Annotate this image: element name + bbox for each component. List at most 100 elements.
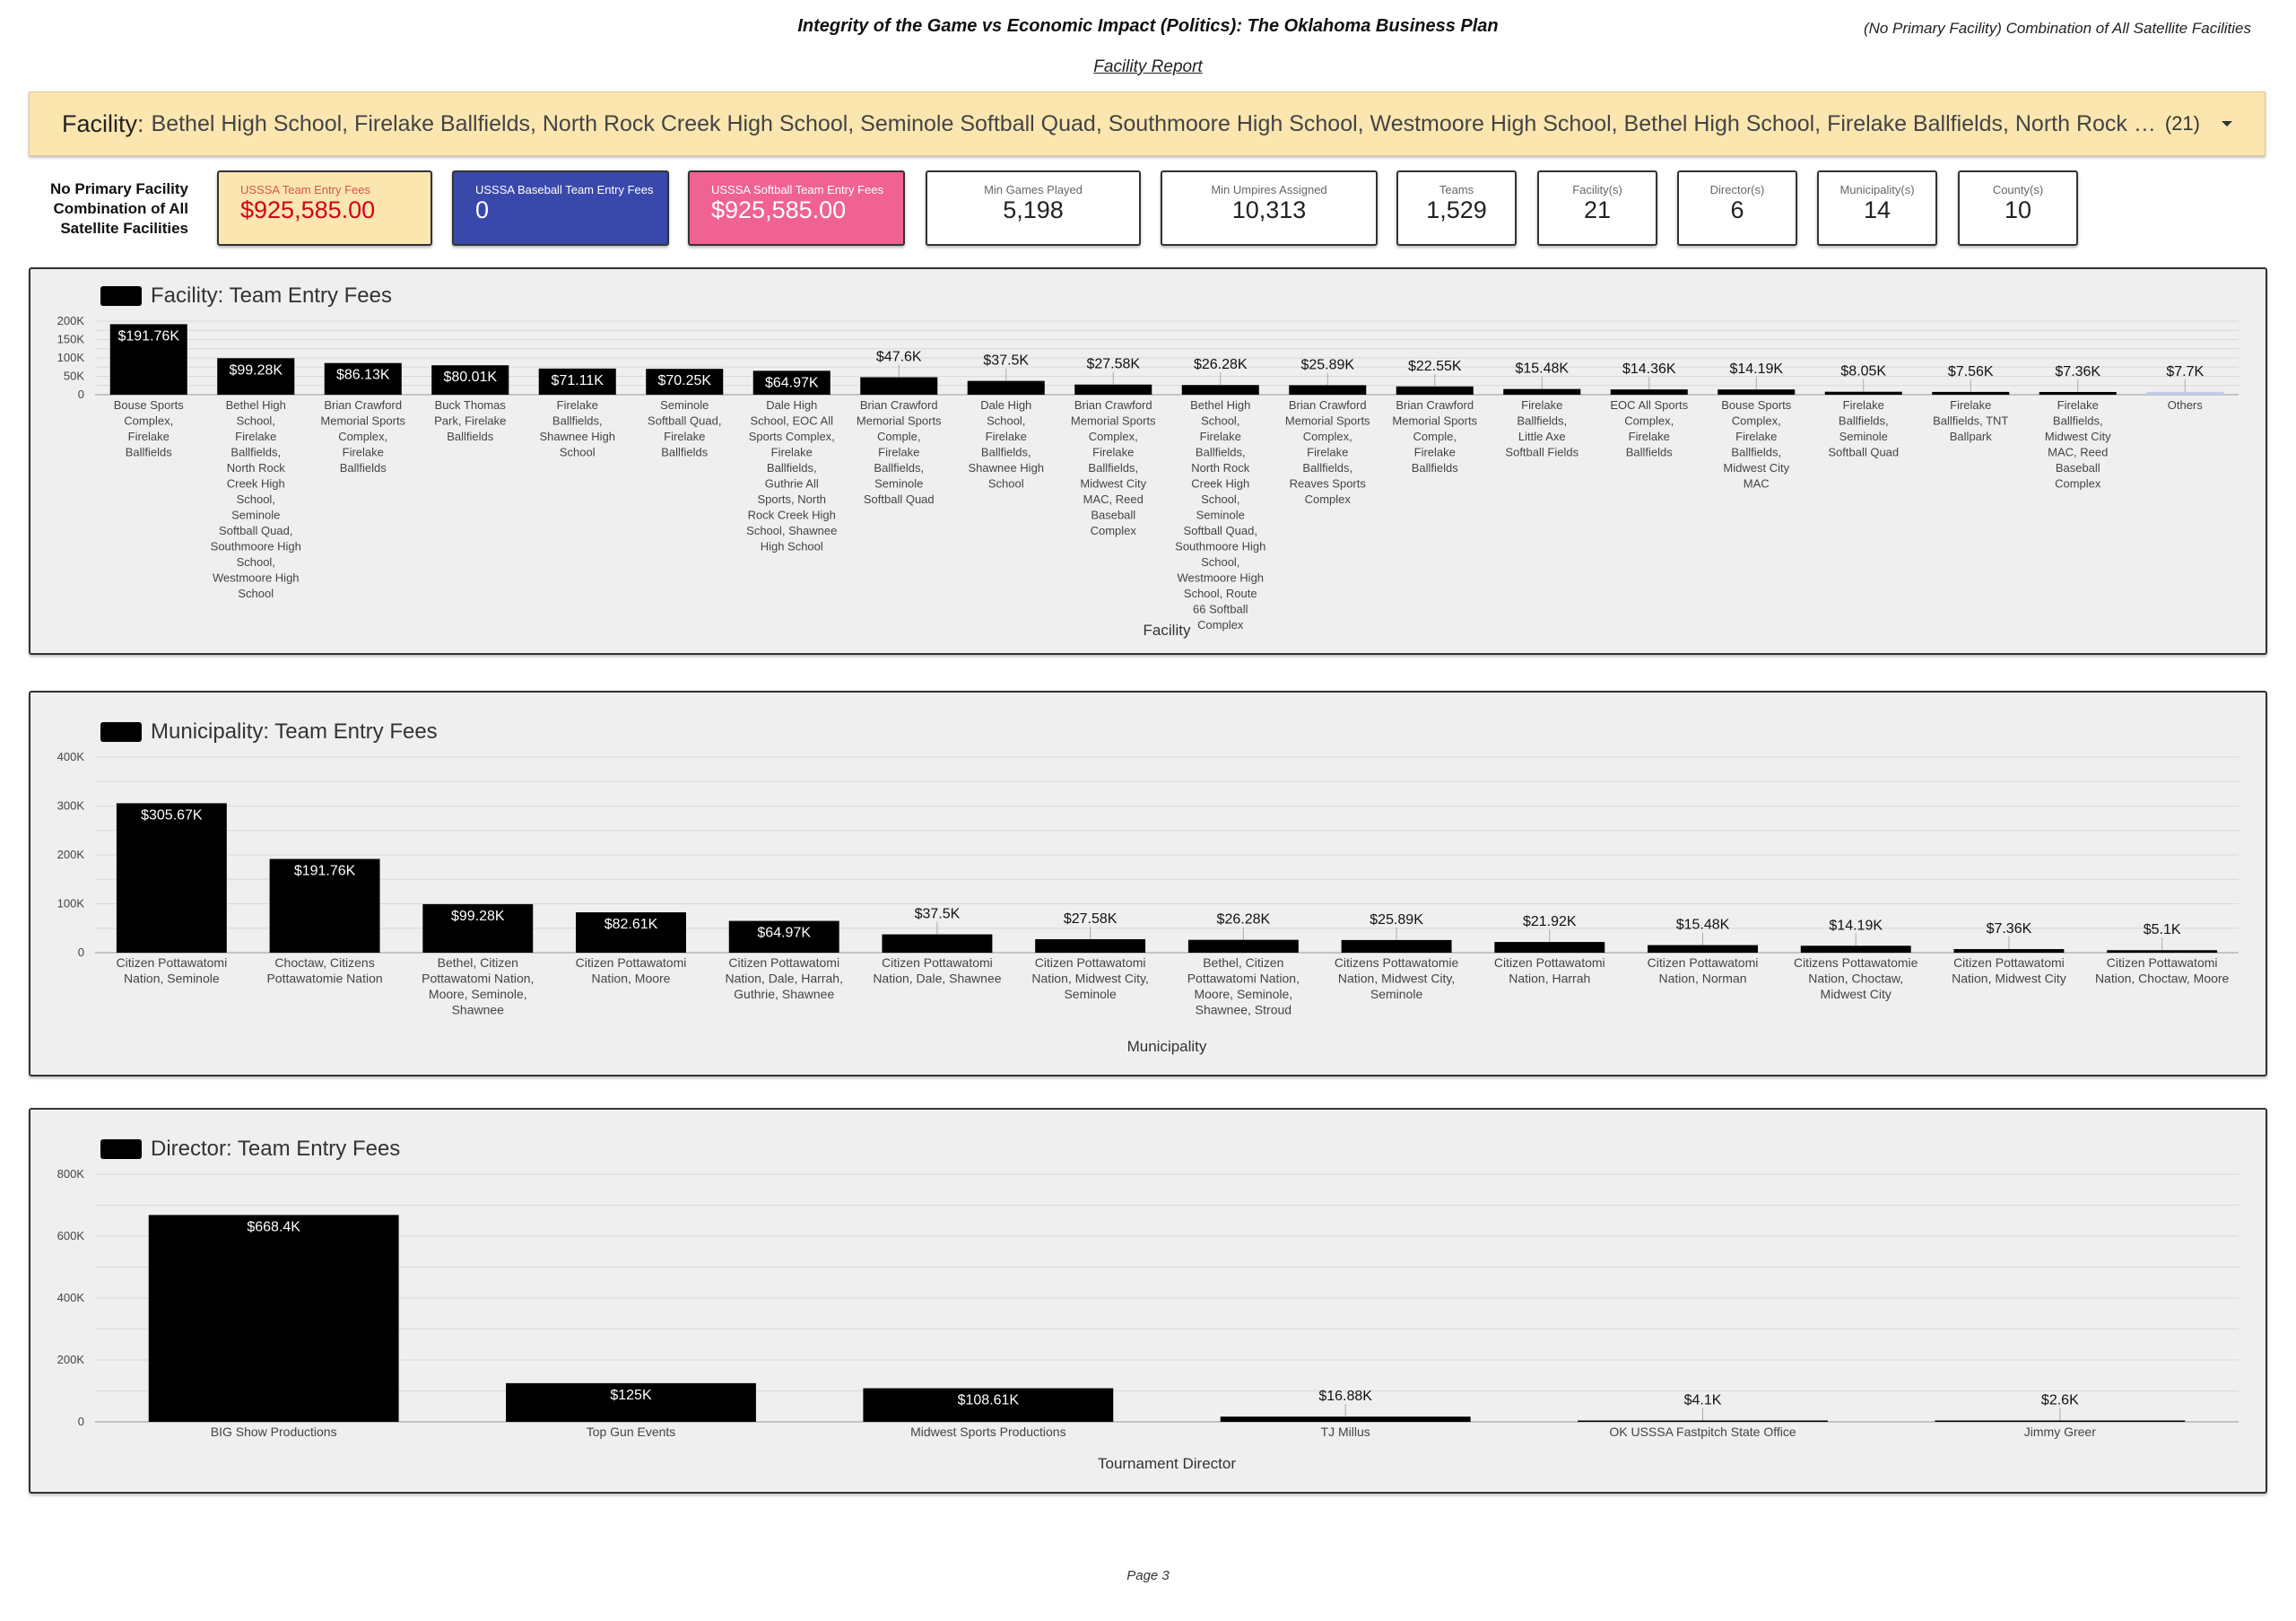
x-tick-label: Brian Crawford Memorial Sports Comple, Fire… [857, 398, 942, 506]
kpi-value: 0 [475, 196, 490, 223]
data-label: $64.97K [757, 926, 811, 941]
kpi-label: USSSA Baseball Team Entry Fees [475, 183, 654, 196]
bar[interactable] [1396, 386, 1474, 395]
bar[interactable] [422, 903, 534, 953]
bar[interactable] [1718, 389, 1796, 395]
data-label: $64.97K [765, 375, 819, 390]
page-number: Page 3 [1126, 1568, 1170, 1583]
director-fees-chart-panel: Director: Team Entry Fees 0 200K 400K 600K 80… [29, 1108, 2267, 1494]
bar[interactable] [2039, 391, 2117, 395]
y-tick-label: 100K [57, 351, 85, 364]
bar[interactable] [116, 803, 227, 953]
bar[interactable] [217, 358, 295, 395]
x-tick-label: Citizen Pottawatomi Nation, Dale, Shawnee [873, 955, 1001, 986]
bar[interactable] [1503, 388, 1581, 395]
bar[interactable] [1932, 391, 2010, 395]
y-tick-label: 50K [64, 370, 84, 383]
bar[interactable] [1824, 391, 1902, 395]
bar[interactable] [1074, 384, 1152, 395]
y-tick-label: 150K [57, 333, 85, 346]
data-label: $191.76K [117, 328, 179, 344]
kpi-value: 1,529 [1426, 196, 1487, 223]
bar[interactable] [1610, 389, 1688, 395]
bar[interactable] [1181, 385, 1259, 395]
bar[interactable] [576, 911, 686, 953]
kpi-label: Municipality(s) [1839, 183, 1915, 196]
bar[interactable] [2146, 391, 2224, 395]
bar[interactable] [882, 934, 993, 953]
bar[interactable] [431, 365, 509, 395]
kpi-value: 14 [1863, 196, 1892, 223]
bar[interactable] [752, 370, 831, 395]
data-label: $26.28K [1217, 912, 1271, 928]
bar[interactable] [860, 377, 938, 395]
data-label: $15.48K [1515, 362, 1569, 377]
x-axis-title: Facility [1144, 622, 1191, 639]
bar[interactable] [506, 1382, 756, 1422]
kpi-label: Min Games Played [984, 183, 1083, 196]
bar[interactable] [538, 368, 616, 395]
kpi-value: 10 [2004, 196, 2032, 223]
chevron-down-icon[interactable] [2222, 121, 2232, 126]
bar[interactable] [324, 362, 402, 395]
filter-selection-count: (21) [2164, 112, 2200, 135]
x-tick-label: Seminole Softball Quad, Firelake Ballfields [648, 398, 721, 459]
kpi-card-min-games-played: Min Games Played 5,198 [926, 170, 1141, 246]
bar[interactable] [1187, 939, 1299, 953]
data-label: $7.36K [1987, 921, 2032, 937]
bar[interactable] [1953, 948, 2065, 953]
x-tick-label: Firelake Ballfields, Midwest City MAC, Reed… [2045, 398, 2111, 491]
data-label: $125K [610, 1388, 652, 1403]
kpi-label: USSSA Team Entry Fees [240, 183, 370, 196]
x-tick-label: Citizens Pottawatomie Nation, Midwest Cit… [1335, 955, 1459, 1001]
bar[interactable] [1648, 945, 1758, 953]
bar[interactable] [728, 920, 839, 953]
bar[interactable] [109, 324, 187, 395]
bar[interactable] [1289, 385, 1367, 395]
x-axis-title: Municipality [1127, 1038, 1207, 1055]
kpi-label: County(s) [1992, 183, 2044, 196]
x-tick-label: Firelake Ballfields, Little Axe Softball Fi… [1505, 398, 1578, 459]
bar[interactable] [1935, 1420, 2186, 1423]
bar[interactable] [1341, 939, 1452, 953]
scope-label-line: Satellite Facilities [60, 220, 188, 237]
bar[interactable] [863, 1388, 1114, 1422]
bar[interactable] [1578, 1420, 1828, 1423]
data-label: $4.1K [1684, 1393, 1722, 1408]
data-label: $99.28K [451, 909, 505, 924]
data-label: $191.76K [294, 863, 356, 878]
kpi-card-directors: Director(s) 6 [1677, 170, 1797, 246]
x-tick-label: Others [2168, 398, 2204, 412]
kpi-label: Teams [1439, 183, 1474, 196]
scope-label-line: Combination of All [53, 200, 188, 217]
bar[interactable] [1800, 946, 1911, 953]
chart-legend: Facility: Team Entry Fees [100, 283, 392, 308]
bar[interactable] [1035, 938, 1146, 953]
bar[interactable] [269, 858, 380, 953]
data-label: $99.28K [229, 362, 283, 378]
kpi-card-municipalities: Municipality(s) 14 [1817, 170, 1937, 246]
director-fees-chart: Director: Team Entry Fees 0 200K 400K 600K 80… [57, 1137, 2239, 1472]
data-label: $668.4K [247, 1219, 300, 1234]
scope-label-line: No Primary Facility [49, 180, 188, 197]
bar[interactable] [148, 1215, 399, 1422]
x-tick-label: Citizen Pottawatomi Nation, Dale, Harrah,… [725, 955, 843, 1001]
kpi-card-baseball-team-entry-fees: USSSA Baseball Team Entry Fees 0 [452, 170, 669, 246]
x-tick-label: Citizen Pottawatomi Nation, Norman [1648, 955, 1759, 986]
x-tick-label: Bethel High School, Firelake Ballfields, Nor… [1175, 398, 1265, 632]
x-tick-label: Buck Thomas Park, Firelake Ballfields [434, 398, 506, 443]
x-tick-label: Brian Crawford Memorial Sports Complex, Fir… [1071, 398, 1156, 537]
facility-filter-dropdown[interactable]: Facility : Bethel High School, Firelake … [29, 92, 2266, 156]
y-tick-label: 300K [57, 799, 85, 813]
data-label: $305.67K [141, 807, 203, 823]
data-label: $7.56K [1948, 364, 1994, 379]
bar[interactable] [2107, 950, 2218, 953]
bar[interactable] [1494, 942, 1605, 953]
bar[interactable] [646, 369, 724, 395]
data-label: $16.88K [1318, 1389, 1372, 1404]
x-tick-label: Dale High School, EOC All Sports Complex, F… [746, 398, 837, 553]
kpi-value: $925,585.00 [240, 196, 376, 223]
bar[interactable] [967, 380, 1045, 395]
data-label: $22.55K [1408, 359, 1462, 374]
bar[interactable] [1220, 1416, 1471, 1422]
